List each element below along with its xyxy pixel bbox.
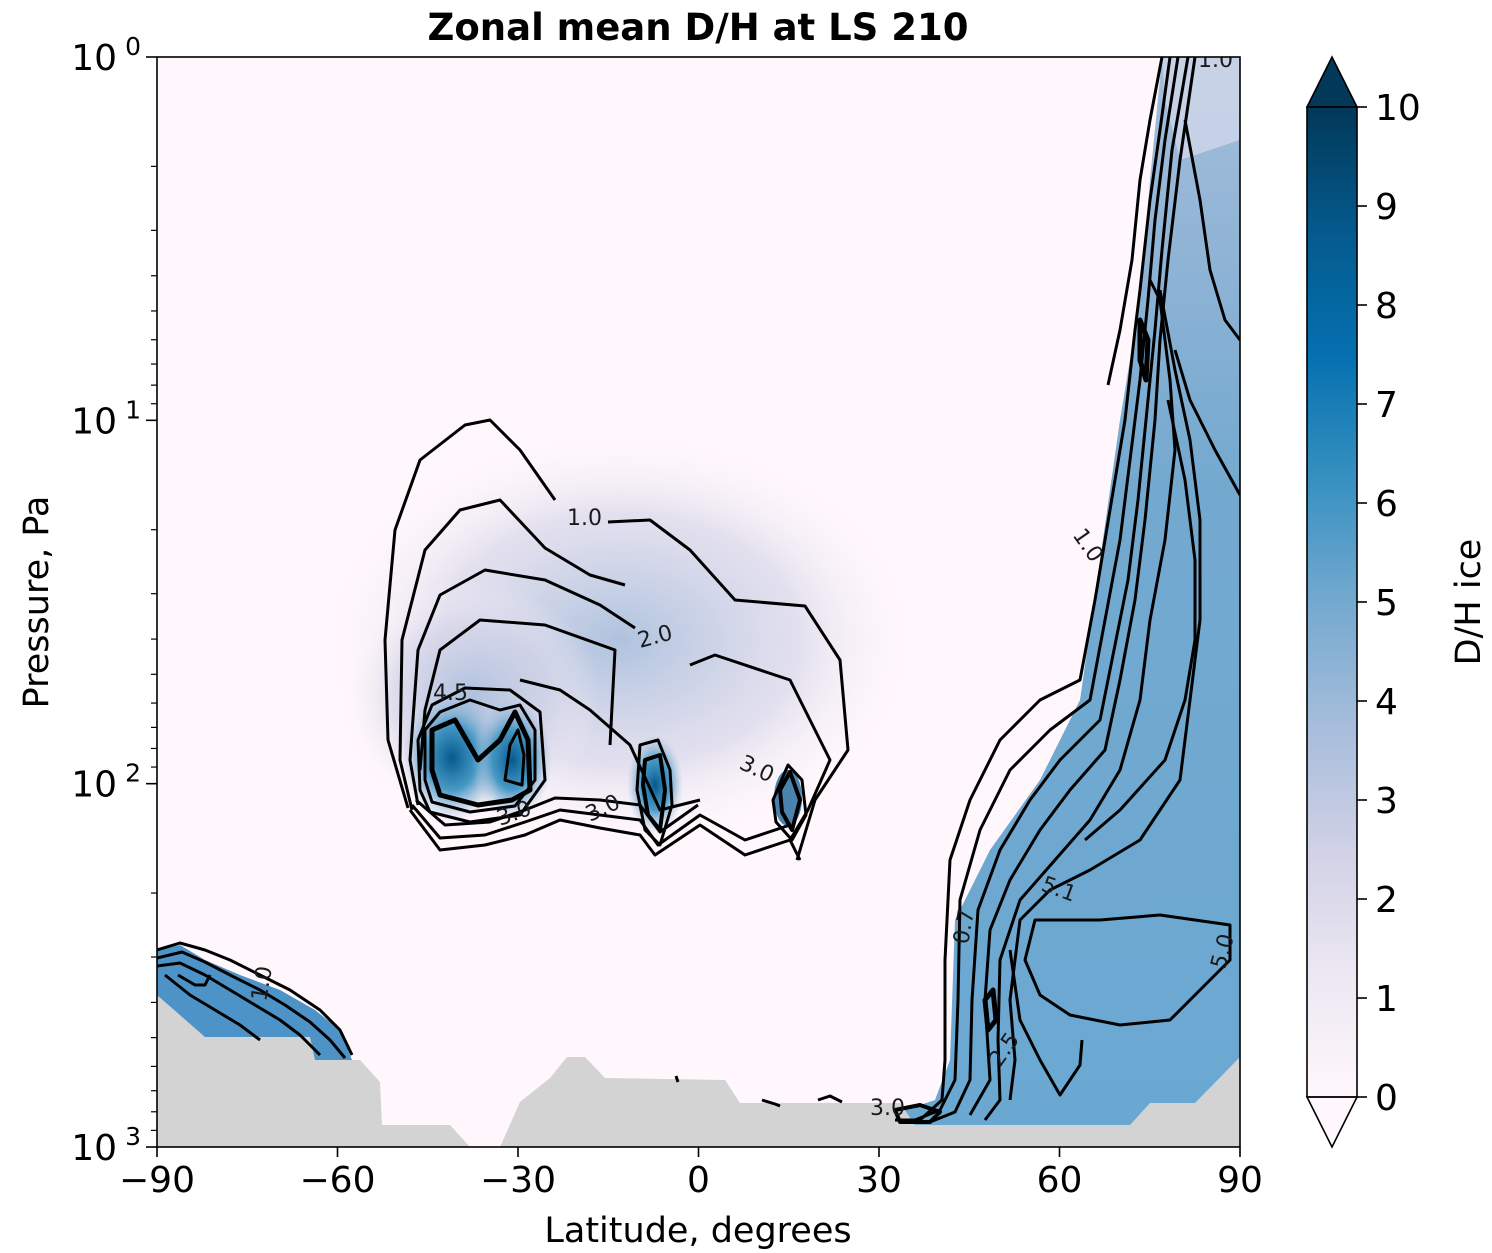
colorbar-label: D/H ice <box>1449 539 1489 666</box>
colorbar-extend-min <box>1305 1096 1359 1149</box>
x-tick-label: 90 <box>1217 1160 1263 1201</box>
colorbar-ticks: 0 1 2 3 4 5 6 7 8 9 10 <box>1357 88 1421 1119</box>
y-tick-exponent: 0 <box>125 32 141 61</box>
south-contour-4 <box>164 973 261 1042</box>
contour-lower-2 <box>410 804 791 847</box>
contour-label: 1.0 <box>247 964 278 1003</box>
contour-west-core-1 <box>416 686 547 824</box>
x-tick-label: 60 <box>1037 1160 1083 1201</box>
colorbar-tick-label: 1 <box>1375 979 1398 1020</box>
terrain-mask <box>157 995 1240 1147</box>
south-contour-5 <box>177 973 212 987</box>
south-contour-1 <box>157 941 354 1056</box>
polar-contour-2 <box>895 57 1172 1122</box>
polar-contour-15 <box>893 1103 942 1124</box>
surface-contour-c <box>674 1075 680 1083</box>
polar-contour-8 <box>1183 119 1240 341</box>
polar-contour-14 <box>982 987 999 1033</box>
polar-contour-13 <box>1137 317 1151 383</box>
y-axis-label: Pressure, Pa <box>17 496 57 709</box>
colorbar-tick-label: 7 <box>1375 385 1398 426</box>
contour-1-0-east <box>607 518 850 861</box>
contour-far-east-ring <box>771 763 808 842</box>
polar-contour-4 <box>929 57 1190 1124</box>
colorbar: 0 1 2 3 4 5 6 7 8 9 10 D/H ice <box>1305 55 1489 1149</box>
polar-contour-10 <box>1084 399 1197 842</box>
surface-contour-b <box>817 1094 843 1104</box>
contour-lower-1 <box>408 809 802 861</box>
polar-contour-12 <box>1008 949 1084 1097</box>
colorbar-tick-label: 8 <box>1375 286 1398 327</box>
south-contour-2 <box>157 950 347 1059</box>
y-axis: 10 0 10 1 10 2 10 3 <box>71 32 157 1169</box>
contour-3-0 <box>418 618 617 771</box>
polar-contours <box>893 57 1240 1124</box>
contour-2-0-west <box>408 568 636 806</box>
polar-contour-7 <box>1008 289 1202 1101</box>
contour-label: 1.0 <box>1198 48 1233 73</box>
contour-center-core <box>503 728 526 787</box>
polar-contour-6 <box>983 279 1177 1121</box>
polar-contour-9 <box>1173 349 1240 496</box>
contour-west-core-2 <box>423 698 537 814</box>
x-axis-label: Latitude, degrees <box>544 1211 851 1251</box>
colorbar-tick-label: 4 <box>1375 682 1398 723</box>
contour-1-0 <box>383 418 557 809</box>
polar-contour-3 <box>914 57 1180 1122</box>
contour-3-0-mid <box>519 678 701 812</box>
polar-contour-1 <box>1106 57 1164 386</box>
contour-label: 4.5 <box>433 681 468 706</box>
plot-area: 1.0 2.0 3.0 3.0 4.5 5.1 5.0 0.7 2.5 1.0 … <box>157 48 1240 1147</box>
surface-contour-a <box>761 1098 781 1108</box>
colorbar-tick-label: 5 <box>1375 583 1398 624</box>
colorbar-tick-label: 2 <box>1375 880 1398 921</box>
x-axis: −90 −60 −30 0 30 60 90 <box>119 1147 1263 1201</box>
contour-label: 1.0 <box>567 506 602 531</box>
colorbar-tick-label: 9 <box>1375 187 1398 228</box>
contour-label: 3.0 <box>870 1096 905 1121</box>
contour-far-east-core <box>778 770 802 832</box>
y-tick-label: 10 <box>71 401 117 442</box>
cloud-contours <box>383 418 850 861</box>
x-tick-label: −60 <box>300 1160 376 1201</box>
colorbar-tick-label: 6 <box>1375 484 1398 525</box>
colorbar-body <box>1307 107 1357 1097</box>
contour-west-core-3 <box>429 709 533 808</box>
x-tick-label: −30 <box>480 1160 556 1201</box>
colorbar-tick-label: 3 <box>1375 781 1398 822</box>
contour-1-5 <box>398 498 626 811</box>
colorbar-tick-label: 10 <box>1375 88 1421 129</box>
contour-label: 0.7 <box>949 907 980 946</box>
y-tick-exponent: 2 <box>125 759 141 788</box>
y-tick-label: 10 <box>71 1128 117 1169</box>
polar-contour-5 <box>968 57 1197 1116</box>
x-tick-label: 0 <box>687 1160 710 1201</box>
x-tick-label: 30 <box>856 1160 902 1201</box>
contour-east-core-1 <box>635 738 674 847</box>
y-tick-exponent: 1 <box>125 395 141 424</box>
y-tick-label: 10 <box>71 765 117 806</box>
north-polar-upper-band <box>1162 57 1240 160</box>
south-contour-3 <box>157 961 322 1057</box>
chart-title: Zonal mean D/H at LS 210 <box>428 6 969 49</box>
contour-east-core-2 <box>641 753 667 832</box>
y-tick-label: 10 <box>71 38 117 79</box>
south-contours <box>157 941 354 1059</box>
x-tick-label: −90 <box>119 1160 195 1201</box>
colorbar-tick-label: 0 <box>1375 1078 1398 1119</box>
y-tick-exponent: 3 <box>125 1122 141 1151</box>
polar-contour-11 <box>1023 913 1232 1027</box>
colorbar-extend-max <box>1305 55 1359 108</box>
